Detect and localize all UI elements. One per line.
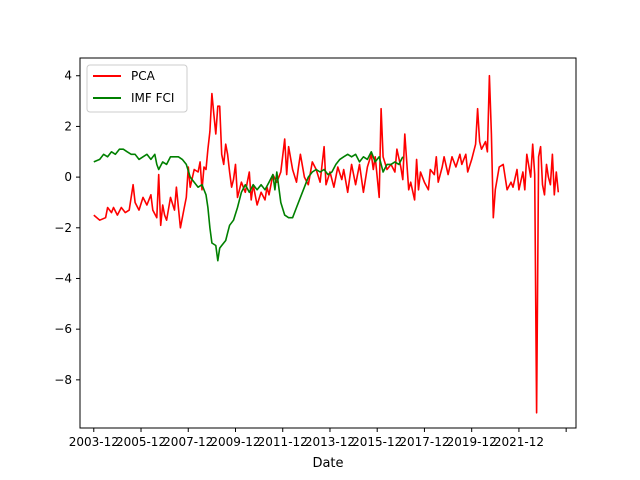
x-tick-label: 2009-12 <box>210 435 260 449</box>
x-axis-ticks: 2003-122005-122007-122009-122011-122013-… <box>69 428 567 449</box>
series-line-pca <box>93 74 560 414</box>
x-tick-label: 2019-12 <box>447 435 497 449</box>
plot-lines <box>93 74 560 414</box>
x-tick-label: 2021-12 <box>494 435 544 449</box>
y-tick-label: 4 <box>64 69 72 83</box>
x-tick-label: 2007-12 <box>163 435 213 449</box>
x-axis-label: Date <box>312 456 343 471</box>
series-line-imf-fci <box>93 148 404 262</box>
plot-frame <box>79 57 577 429</box>
x-tick-label: 2003-12 <box>69 435 119 449</box>
x-tick-label: 2013-12 <box>305 435 355 449</box>
x-tick-label: 2015-12 <box>352 435 402 449</box>
y-tick-label: −2 <box>54 221 72 235</box>
y-tick-label: −4 <box>54 271 72 285</box>
legend: PCA IMF FCI <box>86 64 188 113</box>
y-tick-label: −8 <box>54 373 72 387</box>
x-tick-label: 2017-12 <box>399 435 449 449</box>
legend-label-imf-fci: IMF FCI <box>131 91 174 105</box>
x-tick-label: 2005-12 <box>116 435 166 449</box>
y-tick-label: 0 <box>64 170 72 184</box>
y-tick-label: −6 <box>54 322 72 336</box>
y-tick-label: 2 <box>64 119 72 133</box>
y-axis-ticks: −8 −6 −4 −2 0 2 4 <box>54 69 80 387</box>
x-tick-label: 2011-12 <box>258 435 308 449</box>
legend-label-pca: PCA <box>131 69 156 83</box>
